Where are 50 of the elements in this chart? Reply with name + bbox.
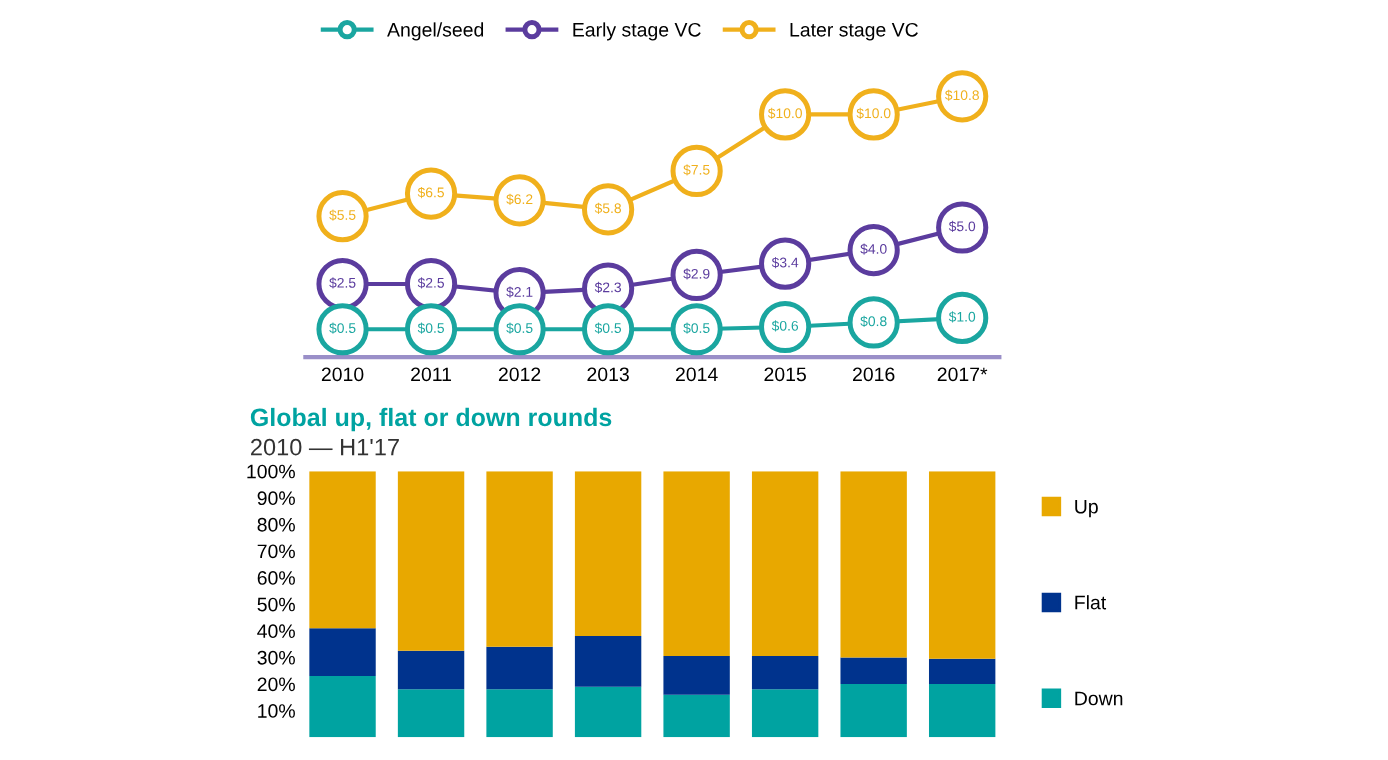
x-tick-label: 2012 <box>498 367 541 382</box>
y-tick-label: 80% <box>257 517 295 532</box>
y-tick-label: 10% <box>258 704 295 718</box>
bar <box>751 689 819 738</box>
y-tick-label: 100% <box>247 464 295 479</box>
legend-label: Flat <box>1075 595 1107 610</box>
legend-label: Early stage VC <box>573 22 701 41</box>
bar <box>309 676 376 738</box>
bar <box>840 684 907 738</box>
x-tick-label: 2011 <box>411 367 452 382</box>
y-tick-label: 70% <box>257 544 295 559</box>
legend-label: Angel/seed <box>387 22 484 41</box>
y-tick-label: 30% <box>257 650 295 665</box>
bar <box>840 657 907 684</box>
y-tick-label: 50% <box>257 597 295 612</box>
chart-title: Global up, flat or down rounds <box>250 407 612 432</box>
bar <box>928 471 996 659</box>
x-tick-label: 2013 <box>587 367 629 382</box>
bar <box>486 471 553 647</box>
bar <box>663 656 730 695</box>
bar <box>397 689 465 738</box>
bar <box>486 689 553 738</box>
legend-label: Up <box>1075 499 1098 518</box>
legend-label: Later stage VC <box>790 22 918 41</box>
bar <box>574 686 642 738</box>
x-tick-label: 2016 <box>853 367 895 382</box>
bar <box>309 471 376 629</box>
bar <box>751 471 819 657</box>
bar <box>928 658 996 684</box>
bar <box>309 628 376 677</box>
legend-label: Down <box>1075 691 1123 706</box>
bar <box>663 694 730 738</box>
y-tick-label: 90% <box>257 491 295 506</box>
bar <box>663 471 730 657</box>
chart-subtitle: 2010 — H1'17 <box>251 438 399 456</box>
bar <box>397 650 465 690</box>
bar <box>840 471 907 658</box>
x-tick-label: 2014 <box>675 367 718 382</box>
bar <box>486 646 553 690</box>
x-tick-label: 2010 <box>321 367 364 382</box>
bar <box>574 636 642 687</box>
x-tick-label: 2015 <box>764 367 806 382</box>
bar <box>574 471 642 637</box>
y-tick-label: 20% <box>257 677 295 692</box>
y-tick-label: 40% <box>257 624 295 639</box>
bar <box>397 471 465 651</box>
bar <box>928 684 996 738</box>
bar <box>751 656 819 690</box>
x-tick-label: 2017* <box>937 367 988 382</box>
y-tick-label: 60% <box>257 571 295 585</box>
